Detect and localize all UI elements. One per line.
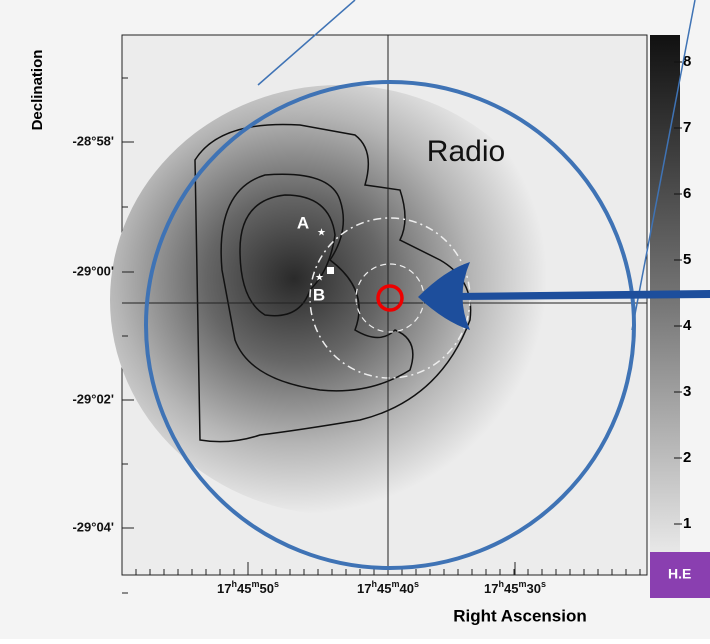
colorbar-label: 2 (683, 449, 691, 466)
x-tick-part: m (251, 579, 259, 589)
x-tick-label: 17h45m30s (484, 579, 546, 596)
label-b: B (313, 285, 325, 304)
colorbar-label: 5 (683, 251, 691, 268)
x-tick-part: 45 (377, 581, 391, 596)
y-axis-label: Declination (29, 50, 46, 131)
badge-text: H.E (668, 566, 691, 582)
x-axis-label: Right Ascension (453, 606, 587, 625)
x-tick-part: 17 (357, 581, 371, 596)
x-tick-part: s (274, 579, 279, 589)
radio-label: Radio (427, 135, 505, 168)
x-tick-label: 17h45m40s (357, 579, 419, 596)
colorbar-label: 7 (683, 119, 691, 136)
y-tick-label: -29°00' (72, 263, 114, 278)
x-tick-label: 17h45m50s (217, 579, 279, 596)
star: ★ (317, 228, 326, 239)
x-tick-part: 45 (504, 581, 518, 596)
marker-square (327, 267, 334, 274)
x-tick-part: 30 (526, 581, 540, 596)
label-a: A (297, 213, 309, 232)
y-tick-label: -28°58' (72, 133, 114, 148)
x-tick-part: m (391, 579, 399, 589)
colorbar-label: 6 (683, 185, 691, 202)
x-tick-part: s (541, 579, 546, 589)
y-tick-label: -29°02' (72, 391, 114, 406)
colorbar (650, 35, 680, 575)
colorbar-label: 1 (683, 515, 691, 532)
x-tick-part: 50 (259, 581, 273, 596)
y-tick-label: -29°04' (72, 519, 114, 534)
page: ★ ★ A B 87654321 -28°58'-29°00'-29°02'-2… (0, 0, 710, 644)
x-tick-part: s (414, 579, 419, 589)
x-tick-part: 45 (237, 581, 251, 596)
x-tick-part: 17 (484, 581, 498, 596)
x-tick-part: 40 (399, 581, 413, 596)
colorbar-label: 3 (683, 383, 691, 400)
colorbar-label: 4 (683, 317, 692, 334)
x-tick-part: m (518, 579, 526, 589)
star: ★ (315, 273, 324, 284)
sky-map: ★ ★ A B 87654321 -28°58'-29°00'-29°02'-2… (0, 0, 710, 639)
x-tick-part: 17 (217, 581, 231, 596)
